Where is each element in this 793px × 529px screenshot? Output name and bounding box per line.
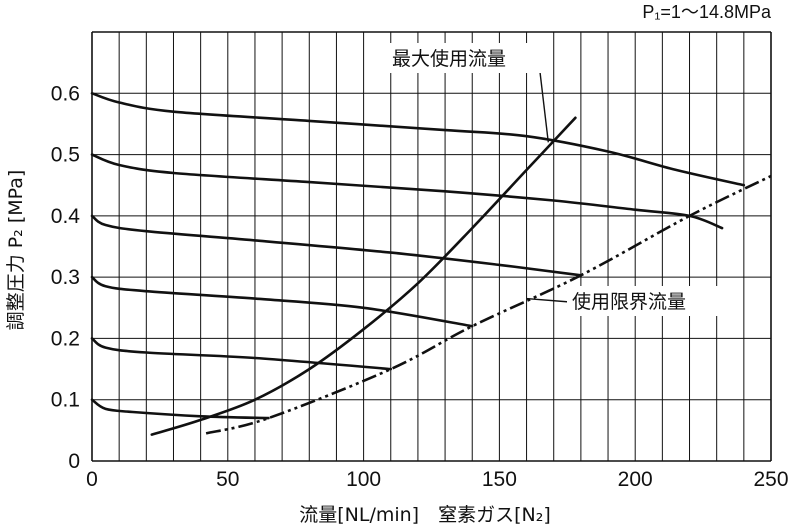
max-flow-label-box xyxy=(387,43,549,73)
limit-flow-label-box xyxy=(567,286,729,316)
pressure-curve-0.6 xyxy=(90,92,746,187)
x-tick-label: 150 xyxy=(482,468,517,491)
pressure-curve-0.4 xyxy=(90,214,583,277)
max-flow-curve xyxy=(150,116,577,436)
limit-flow-leader-line xyxy=(526,297,571,303)
y-tick-label: 0.4 xyxy=(51,205,81,228)
chart-title: P₁=1～14.8MPa xyxy=(642,2,772,22)
x-tick-label: 0 xyxy=(86,468,98,491)
x-tick-label: 50 xyxy=(216,468,239,491)
x-tick-labels: 0 50 100 150 200 250 xyxy=(86,468,788,491)
x-tick-label: 100 xyxy=(346,468,381,491)
y-tick-label: 0.1 xyxy=(51,389,80,412)
y-tick-label: 0.6 xyxy=(51,82,80,105)
limit-flow-line xyxy=(205,174,772,435)
flow-limit-curves xyxy=(150,116,772,436)
max-flow-label: 最大使用流量 xyxy=(392,48,506,70)
y-axis-label: 調整圧力 P₂ [MPa] xyxy=(5,170,27,331)
pressure-curve-0.5 xyxy=(90,153,724,230)
y-tick-label: 0.2 xyxy=(51,327,80,350)
limit-flow-label: 使用限界流量 xyxy=(572,291,686,313)
x-axis-label: 流量[NL/min] 窒素ガス[N₂] xyxy=(299,504,551,526)
grid xyxy=(91,31,772,462)
x-tick-label: 200 xyxy=(618,468,653,491)
y-tick-label: 0 xyxy=(68,450,80,473)
pressure-curve-0.1 xyxy=(90,398,270,420)
max-flow-leader-line xyxy=(539,71,549,143)
y-tick-labels: 0 0.1 0.2 0.3 0.4 0.5 0.6 xyxy=(51,82,81,473)
y-tick-label: 0.3 xyxy=(51,266,80,289)
x-tick-label: 250 xyxy=(753,468,788,491)
y-tick-label: 0.5 xyxy=(51,144,80,167)
